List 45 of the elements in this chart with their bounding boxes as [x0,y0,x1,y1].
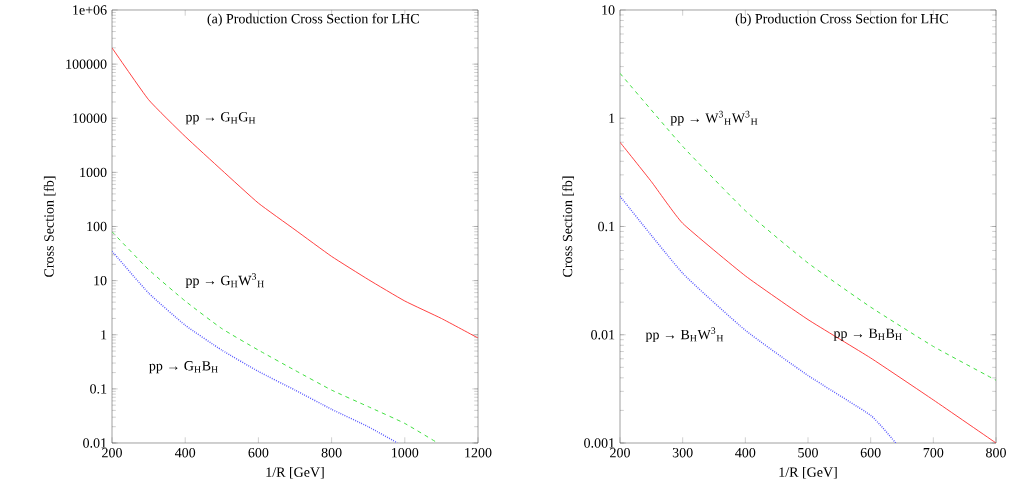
x-axis-title: 1/R [GeV] [266,466,324,479]
x-tick-label: 1200 [465,447,492,458]
x-tick-label: 1000 [392,447,419,458]
y-tick-label: 100 [87,221,107,232]
annotation: pp → B$_{H}$W$^{3}$H [645,327,724,343]
line-series [112,47,479,339]
chart-title: (a) Production Cross Section for LHC [207,13,419,27]
x-tick-label: 500 [798,447,818,458]
y-tick-label: 1e+06 [73,5,107,15]
annotation: pp → G$_{H}$B$_{H}$ [149,361,218,374]
x-tick-label: 700 [923,447,944,458]
y-tick-label: 10000 [73,113,107,123]
x-tick-label: 600 [248,447,269,458]
y-tick-label: 100000 [66,59,107,69]
y-tick-label: 0.1 [90,384,107,394]
line-series [620,72,997,381]
y-axis-title: Cross Section [fb] [43,176,56,277]
line-series [620,195,897,443]
y-tick-label: 0.01 [83,438,107,448]
x-tick-label: 200 [102,447,122,458]
y-tick-label: 1000 [80,167,107,178]
y-tick-label: 10 [94,275,107,286]
x-tick-label: 800 [986,447,1006,458]
x-tick-label: 300 [672,447,693,458]
y-tick-label: 0.01 [591,330,615,340]
annotation: pp → G$_{H}$G$_{H}$ [185,112,256,125]
annotation: pp → G$_{H}$W$^{3}$H [185,273,264,288]
y-tick-label: 0.1 [598,221,615,232]
annotation: pp → W$^{3}$$_{H}$W$^{3}$H [670,110,758,126]
y-tick-label: 1 [101,330,107,340]
x-tick-label: 400 [735,447,756,458]
x-tick-label: 200 [610,447,630,458]
y-tick-label: 1 [609,113,615,123]
y-tick-label: 10 [602,5,615,15]
y-axis-title: Cross Section [fb] [562,176,574,277]
x-tick-label: 600 [860,447,881,458]
y-tick-label: 0.001 [584,438,615,448]
x-tick-label: 400 [174,447,196,458]
chart-title: (b) Production Cross Section for LHC [735,13,948,27]
x-tick-label: 800 [321,447,342,458]
x-axis-title: 1/R [GeV] [779,466,837,479]
line-series [112,250,399,443]
annotation: pp → B$_{H}$B$_{H}$ [833,328,902,341]
line-series [620,141,997,443]
line-series [112,231,439,443]
